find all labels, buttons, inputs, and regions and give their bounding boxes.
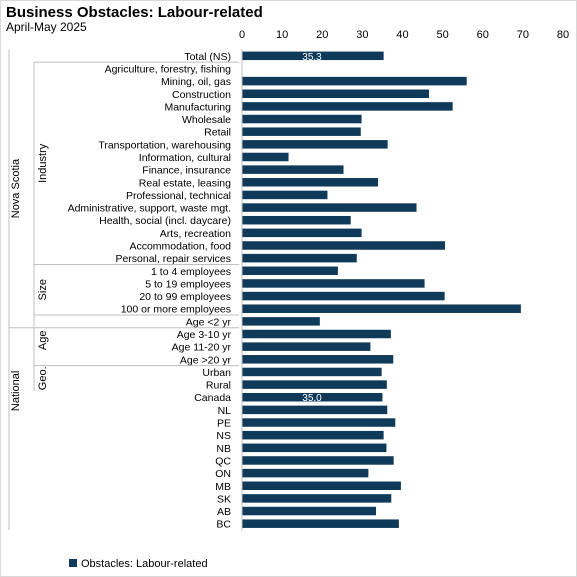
bar bbox=[242, 367, 382, 377]
x-tick-label: 80 bbox=[557, 29, 569, 41]
category-label: PE bbox=[217, 418, 231, 430]
subgroup-label: Size bbox=[37, 279, 49, 300]
category-label: 5 to 19 employees bbox=[145, 278, 231, 290]
category-label: Construction bbox=[172, 89, 231, 101]
bar bbox=[242, 51, 384, 61]
bar bbox=[242, 380, 387, 389]
category-label: Administrative, support, waste mgt. bbox=[68, 203, 231, 215]
bar bbox=[242, 355, 394, 364]
legend-label: Obstacles: Labour-related bbox=[81, 558, 208, 570]
category-label: Personal, repair services bbox=[115, 253, 231, 265]
bar bbox=[242, 114, 362, 124]
bar bbox=[242, 329, 391, 339]
x-tick-label: 40 bbox=[396, 29, 408, 41]
category-label: MB bbox=[215, 481, 231, 493]
category-label: Wholesale bbox=[182, 114, 231, 126]
x-tick-label: 60 bbox=[477, 29, 489, 41]
category-label: Age 3-10 yr bbox=[177, 329, 232, 341]
category-label: Professional, technical bbox=[126, 190, 231, 202]
category-label: Rural bbox=[206, 380, 231, 392]
x-tick-label: 70 bbox=[517, 29, 529, 41]
category-label: Agriculture, forestry, fishing bbox=[105, 63, 232, 75]
group-label: Nova Scotia bbox=[10, 158, 22, 218]
bar bbox=[242, 317, 320, 326]
subgroup-label: Age bbox=[37, 331, 49, 351]
category-label: Finance, insurance bbox=[142, 165, 231, 177]
category-label: Information, cultural bbox=[139, 152, 231, 164]
bar bbox=[242, 418, 396, 427]
group-label: National bbox=[10, 371, 22, 411]
bar bbox=[242, 152, 289, 162]
bar bbox=[242, 519, 399, 528]
bar bbox=[242, 304, 521, 313]
bar bbox=[242, 392, 383, 402]
bar bbox=[242, 494, 392, 503]
category-label: Total (NS) bbox=[184, 51, 231, 63]
category-label: NB bbox=[216, 443, 231, 455]
category-label: ON bbox=[215, 468, 231, 480]
subgroup-label: Geo. bbox=[37, 366, 49, 390]
bar bbox=[242, 443, 387, 453]
bar bbox=[242, 228, 362, 238]
category-label: Age >20 yr bbox=[180, 354, 232, 366]
bar bbox=[242, 241, 446, 250]
subgroup-label: Industry bbox=[37, 143, 49, 183]
data-label: 35.3 bbox=[302, 52, 322, 63]
category-label: AB bbox=[217, 506, 231, 518]
bar bbox=[242, 342, 371, 351]
category-label: Transportation, warehousing bbox=[98, 139, 231, 151]
bar bbox=[242, 506, 377, 516]
x-tick-label: 10 bbox=[276, 29, 288, 41]
bar bbox=[242, 456, 394, 465]
bar bbox=[242, 140, 388, 149]
category-label: NS bbox=[216, 430, 231, 442]
bar bbox=[242, 468, 369, 478]
category-label: QC bbox=[215, 455, 231, 467]
legend: Obstacles: Labour-related bbox=[69, 558, 208, 570]
category-label: 100 or more employees bbox=[121, 304, 231, 316]
bar bbox=[242, 215, 351, 225]
category-label: Health, social (incl. daycare) bbox=[99, 215, 231, 227]
bar bbox=[242, 127, 361, 136]
bar bbox=[242, 481, 401, 491]
bar bbox=[242, 203, 417, 212]
chart-title: Business Obstacles: Labour-related bbox=[6, 4, 263, 21]
bar bbox=[242, 102, 453, 111]
bar bbox=[242, 266, 338, 276]
category-label: Age <2 yr bbox=[186, 316, 232, 328]
category-label: Manufacturing bbox=[164, 101, 231, 113]
x-tick-label: 50 bbox=[437, 29, 449, 41]
category-label: Age 11-20 yr bbox=[172, 342, 232, 354]
bar bbox=[242, 165, 344, 174]
bar bbox=[242, 253, 357, 263]
category-label: SK bbox=[217, 493, 231, 505]
category-label: Canada bbox=[194, 392, 231, 404]
category-label: Real estate, leasing bbox=[139, 177, 231, 189]
bar bbox=[242, 405, 388, 415]
category-label: NL bbox=[218, 405, 232, 417]
bar bbox=[242, 76, 467, 86]
category-label: Arts, recreation bbox=[160, 228, 231, 240]
chart-subtitle: April-May 2025 bbox=[6, 20, 87, 34]
data-label: 35.0 bbox=[302, 393, 322, 404]
legend-swatch bbox=[69, 559, 77, 567]
bar bbox=[242, 430, 384, 440]
bar bbox=[242, 190, 328, 200]
category-label: BC bbox=[216, 519, 231, 531]
x-tick-label: 0 bbox=[239, 29, 245, 41]
bar bbox=[242, 178, 379, 187]
category-label: 20 to 99 employees bbox=[139, 291, 231, 303]
category-label: Accommodation, food bbox=[129, 240, 231, 252]
bar-chart: 0 10 20 30 40 50 60 70 80 Total (NS)Agriculture, … bbox=[8, 29, 569, 531]
category-label: 1 to 4 employees bbox=[151, 266, 231, 278]
category-label: Mining, oil, gas bbox=[161, 76, 231, 88]
x-tick-label: 20 bbox=[316, 29, 328, 41]
category-label: Urban bbox=[202, 367, 231, 379]
bar bbox=[242, 291, 445, 301]
bar bbox=[242, 89, 429, 99]
bar bbox=[242, 279, 425, 288]
x-tick-label: 30 bbox=[356, 29, 368, 41]
category-label: Retail bbox=[204, 127, 231, 139]
